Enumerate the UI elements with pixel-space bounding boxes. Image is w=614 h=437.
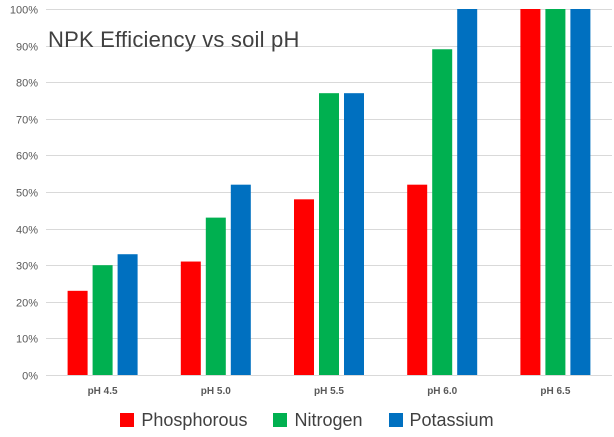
- bar-phosphorous-1: [67, 290, 88, 375]
- legend-label-nitrogen: Nitrogen: [294, 409, 363, 430]
- bar-nitrogen-3: [319, 93, 339, 376]
- y-tick-label: 60%: [16, 151, 38, 163]
- legend-label-phosphorous: Phosphorous: [141, 409, 248, 430]
- bar-nitrogen-1: [92, 265, 113, 375]
- legend-swatch-potassium: [388, 413, 403, 427]
- bar-potassium-4: [457, 9, 478, 375]
- bar-nitrogen-5: [545, 9, 566, 375]
- y-tick-label: 70%: [16, 115, 38, 127]
- chart-title: NPK Efficiency vs soil pH: [48, 27, 300, 52]
- x-category-label: pH 6.5: [540, 386, 570, 397]
- legend-item-nitrogen: Nitrogen: [273, 409, 363, 431]
- legend-item-phosphorous: Phosphorous: [120, 410, 247, 431]
- bar-phosphorous-4: [407, 184, 428, 375]
- bar-nitrogen-4: [432, 49, 453, 375]
- legend-item-potassium: Potassium: [388, 409, 494, 431]
- bar-nitrogen-2: [205, 217, 226, 375]
- x-category-label: pH 6.0: [427, 386, 457, 397]
- y-tick-label: 40%: [16, 225, 38, 237]
- bar-potassium-2: [230, 184, 251, 375]
- y-tick-label: 30%: [16, 261, 38, 273]
- legend-swatch-nitrogen: [273, 413, 288, 427]
- bar-potassium-3: [344, 93, 364, 376]
- y-tick-label: 0%: [22, 371, 38, 383]
- y-tick-label: 80%: [16, 78, 38, 90]
- legend-swatch-phosphorous: [120, 413, 135, 427]
- x-category-label: pH 5.5: [314, 386, 344, 397]
- y-tick-label: 10%: [16, 334, 38, 346]
- x-category-label: pH 4.5: [88, 386, 118, 397]
- bar-phosphorous-2: [180, 261, 201, 375]
- y-tick-label: 50%: [16, 188, 38, 200]
- y-tick-label: 20%: [16, 298, 38, 310]
- x-category-label: pH 5.0: [201, 386, 231, 397]
- bar-potassium-5: [570, 9, 591, 375]
- bar-phosphorous-5: [520, 9, 541, 375]
- y-tick-label: 90%: [16, 42, 38, 54]
- y-tick-label: 100%: [10, 5, 38, 17]
- bar-phosphorous-3: [294, 199, 314, 375]
- bar-potassium-1: [117, 254, 138, 375]
- chart-legend: Phosphorous Nitrogen Potassium: [0, 405, 614, 435]
- legend-label-potassium: Potassium: [409, 409, 494, 430]
